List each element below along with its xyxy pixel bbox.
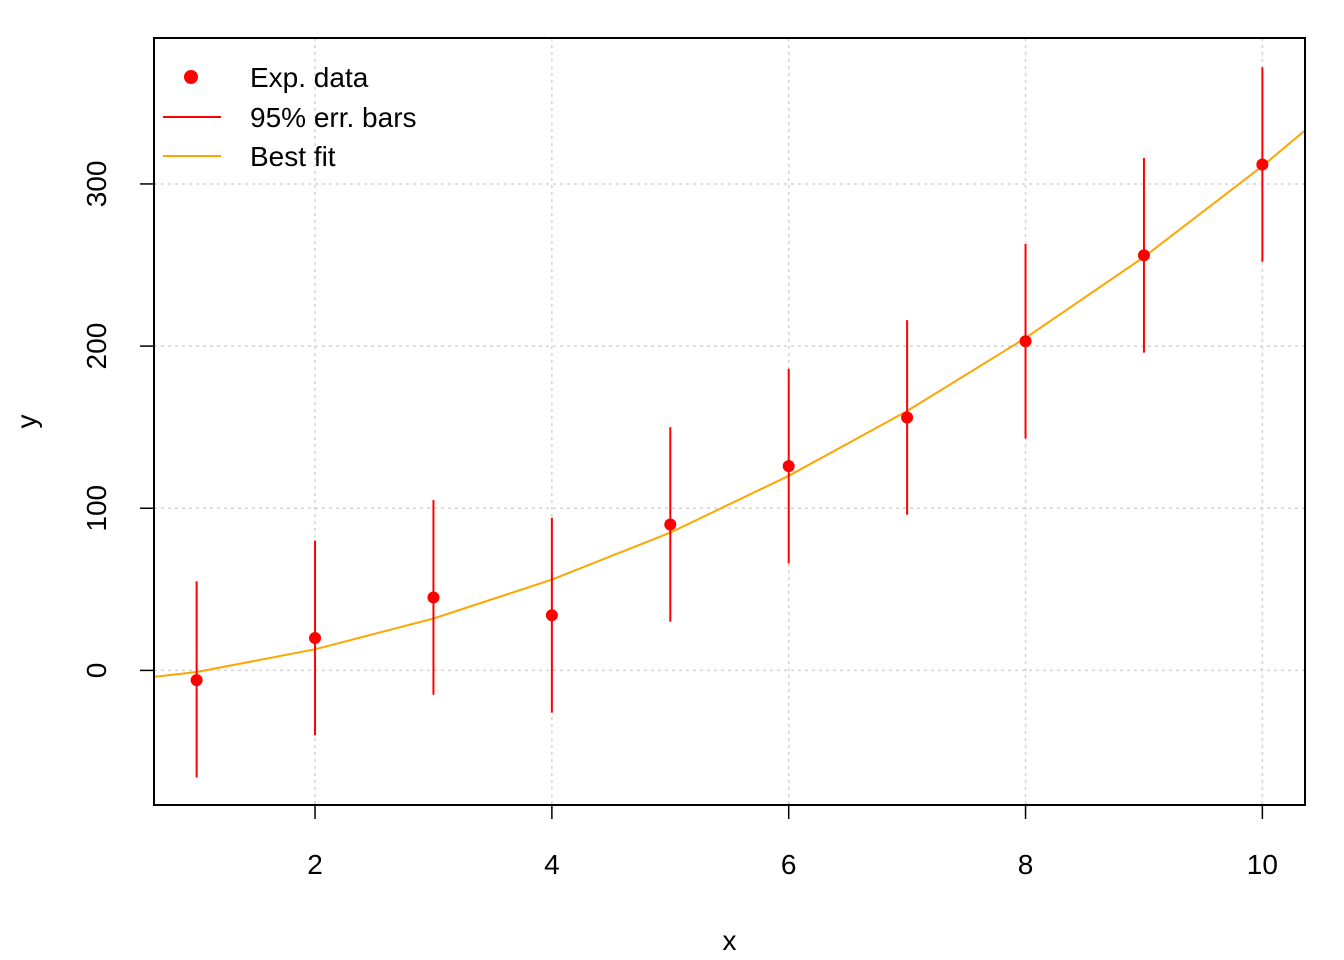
y-tick-label: 300 [81, 161, 112, 208]
x-tick-label: 8 [1018, 849, 1034, 880]
data-point [427, 591, 440, 604]
x-tick-label: 6 [781, 849, 797, 880]
data-point [190, 674, 203, 687]
data-point [901, 411, 914, 424]
y-tick-label: 0 [81, 663, 112, 679]
data-point [664, 518, 677, 531]
y-axis-label: y [11, 415, 42, 429]
legend-label-best-fit: Best fit [250, 141, 336, 172]
x-tick-label: 10 [1247, 849, 1278, 880]
x-tick-label: 2 [307, 849, 323, 880]
data-point [309, 631, 322, 644]
y-axis: 0 100 200 300 [81, 161, 154, 679]
data-point [1019, 335, 1032, 348]
y-tick-label: 200 [81, 323, 112, 370]
legend-label-err-bars: 95% err. bars [250, 102, 417, 133]
plot-frame [153, 37, 1306, 806]
y-tick-label: 100 [81, 485, 112, 532]
best-fit-curve [153, 129, 1306, 678]
legend-point-marker [184, 70, 198, 84]
data-point [1256, 158, 1269, 171]
data-point [1137, 249, 1150, 262]
legend: Exp. data 95% err. bars Best fit [163, 62, 417, 172]
x-tick-label: 4 [544, 849, 560, 880]
data-points [190, 158, 1269, 687]
fit-layer [153, 129, 1306, 678]
legend-label-exp-data: Exp. data [250, 62, 369, 93]
data-point [545, 609, 558, 622]
x-axis-label: x [723, 925, 737, 956]
x-axis: 2 4 6 8 10 [307, 805, 1278, 880]
data-point [782, 460, 795, 473]
